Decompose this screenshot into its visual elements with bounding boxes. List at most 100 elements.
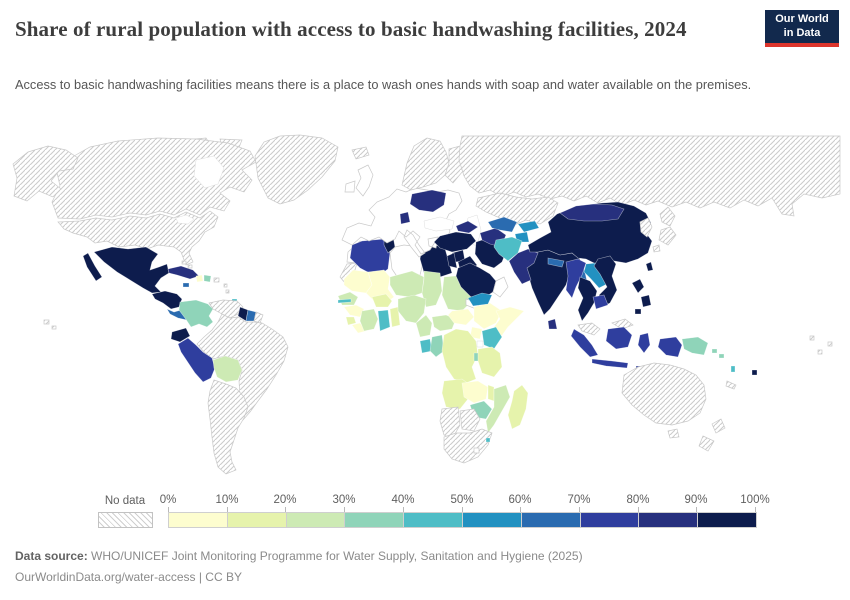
legend-bin[interactable] bbox=[285, 513, 345, 527]
country-cambodia[interactable] bbox=[592, 294, 609, 310]
country-mozambique[interactable] bbox=[485, 384, 511, 434]
country-vanuatu[interactable] bbox=[730, 365, 736, 373]
country-hawaii[interactable] bbox=[43, 319, 57, 330]
country-indonesia[interactable] bbox=[570, 326, 683, 373]
country-somalia[interactable] bbox=[493, 306, 525, 342]
legend-no-data-swatch[interactable] bbox=[98, 512, 153, 528]
country-cote-divoire[interactable] bbox=[359, 308, 379, 332]
country-kenya[interactable] bbox=[481, 326, 503, 350]
country-bahamas[interactable] bbox=[181, 260, 193, 269]
country-alaska[interactable] bbox=[12, 145, 79, 202]
country-dominican-republic[interactable] bbox=[203, 274, 212, 283]
country-jamaica[interactable] bbox=[182, 282, 190, 288]
country-myanmar[interactable] bbox=[565, 258, 587, 299]
country-iceland[interactable] bbox=[351, 146, 370, 160]
country-french-guiana[interactable] bbox=[253, 311, 264, 324]
country-venezuela[interactable] bbox=[208, 299, 244, 319]
legend-bin[interactable] bbox=[226, 513, 286, 527]
country-nigeria[interactable] bbox=[397, 294, 427, 324]
country-cuba[interactable] bbox=[167, 265, 200, 280]
country-cameroon[interactable] bbox=[415, 314, 433, 338]
country-oman[interactable] bbox=[492, 276, 509, 298]
country-congo[interactable] bbox=[429, 334, 445, 358]
country-mexico[interactable] bbox=[82, 246, 170, 294]
country-uzbekistan[interactable] bbox=[487, 216, 518, 233]
country-scandinavia[interactable] bbox=[401, 137, 467, 191]
country-uganda[interactable] bbox=[469, 326, 483, 340]
country-turkey[interactable] bbox=[433, 231, 477, 253]
country-canada[interactable] bbox=[51, 137, 257, 220]
country-sierra-leone[interactable] bbox=[345, 316, 357, 326]
country-serbia[interactable] bbox=[399, 211, 411, 225]
country-new-zealand[interactable] bbox=[698, 418, 726, 452]
country-taiwan[interactable] bbox=[645, 261, 654, 272]
country-malaysia[interactable] bbox=[577, 318, 634, 336]
country-malawi[interactable] bbox=[487, 384, 495, 402]
owid-logo[interactable]: Our World in Data bbox=[765, 10, 839, 47]
country-sri-lanka[interactable] bbox=[547, 318, 558, 330]
country-colombia[interactable] bbox=[178, 299, 214, 328]
country-ecuador[interactable] bbox=[170, 327, 191, 343]
country-uk[interactable] bbox=[355, 164, 374, 197]
country-argentina-chile-paraguay[interactable] bbox=[207, 379, 249, 475]
country-thailand[interactable] bbox=[577, 276, 598, 322]
country-chad[interactable] bbox=[421, 270, 443, 308]
country-guatemala-honduras-nicaragua[interactable] bbox=[151, 290, 183, 310]
country-korea[interactable] bbox=[639, 217, 653, 238]
legend-bin[interactable] bbox=[403, 513, 462, 527]
country-lesotho[interactable] bbox=[473, 447, 480, 454]
country-solomon-islands[interactable] bbox=[711, 348, 725, 359]
country-ghana[interactable] bbox=[377, 309, 391, 332]
country-kazakhstan[interactable] bbox=[475, 192, 559, 227]
country-ethiopia[interactable] bbox=[473, 302, 503, 330]
country-eswatini[interactable] bbox=[485, 437, 491, 443]
country-polynesia[interactable] bbox=[809, 335, 833, 355]
country-japan[interactable] bbox=[652, 206, 677, 253]
country-ireland[interactable] bbox=[344, 180, 356, 193]
legend-bin[interactable] bbox=[579, 513, 639, 527]
country-south-africa[interactable] bbox=[443, 428, 493, 464]
legend-bin[interactable] bbox=[344, 513, 404, 527]
country-pakistan[interactable] bbox=[508, 248, 539, 285]
country-yemen[interactable] bbox=[467, 292, 493, 307]
country-niger[interactable] bbox=[389, 270, 425, 298]
country-liberia[interactable] bbox=[351, 322, 367, 334]
country-greenland[interactable] bbox=[254, 134, 339, 205]
country-bolivia[interactable] bbox=[212, 355, 243, 383]
country-gambia[interactable] bbox=[337, 298, 352, 304]
country-tanzania[interactable] bbox=[477, 346, 503, 378]
country-afghanistan[interactable] bbox=[493, 236, 523, 262]
country-central-african-republic[interactable] bbox=[431, 314, 457, 332]
country-new-caledonia[interactable] bbox=[725, 380, 737, 390]
license-line[interactable]: OurWorldinData.org/water-access | CC BY bbox=[15, 567, 583, 588]
country-madagascar[interactable] bbox=[507, 384, 529, 430]
legend-bin[interactable] bbox=[520, 513, 580, 527]
country-nepal[interactable] bbox=[547, 257, 565, 268]
country-usa[interactable] bbox=[57, 210, 219, 266]
country-lesser-antilles[interactable] bbox=[223, 283, 230, 294]
country-russia[interactable] bbox=[458, 135, 841, 217]
country-peru[interactable] bbox=[177, 337, 216, 383]
country-israel-jordan[interactable] bbox=[446, 252, 458, 269]
country-drc[interactable] bbox=[441, 328, 479, 384]
country-mongolia[interactable] bbox=[559, 203, 625, 222]
legend-bin[interactable] bbox=[697, 513, 756, 527]
country-togo-benin[interactable] bbox=[389, 306, 401, 328]
country-ukraine[interactable] bbox=[409, 189, 447, 213]
legend-bin[interactable] bbox=[461, 513, 521, 527]
country-south-sudan[interactable] bbox=[447, 308, 475, 326]
country-fiji[interactable] bbox=[751, 369, 758, 376]
country-kyrgyzstan[interactable] bbox=[517, 220, 540, 233]
country-haiti[interactable] bbox=[195, 274, 204, 283]
legend-color-bins[interactable] bbox=[168, 512, 757, 528]
country-zambia[interactable] bbox=[461, 380, 489, 404]
country-australia[interactable] bbox=[621, 362, 707, 439]
country-caucasus[interactable] bbox=[455, 220, 479, 234]
legend-bin[interactable] bbox=[638, 513, 698, 527]
country-burkina-faso[interactable] bbox=[371, 293, 393, 308]
legend-bin[interactable] bbox=[169, 513, 227, 527]
country-philippines[interactable] bbox=[631, 278, 652, 315]
country-puerto-rico[interactable] bbox=[213, 277, 220, 283]
country-botswana[interactable] bbox=[459, 408, 481, 432]
country-papua-new-guinea[interactable] bbox=[681, 336, 709, 356]
